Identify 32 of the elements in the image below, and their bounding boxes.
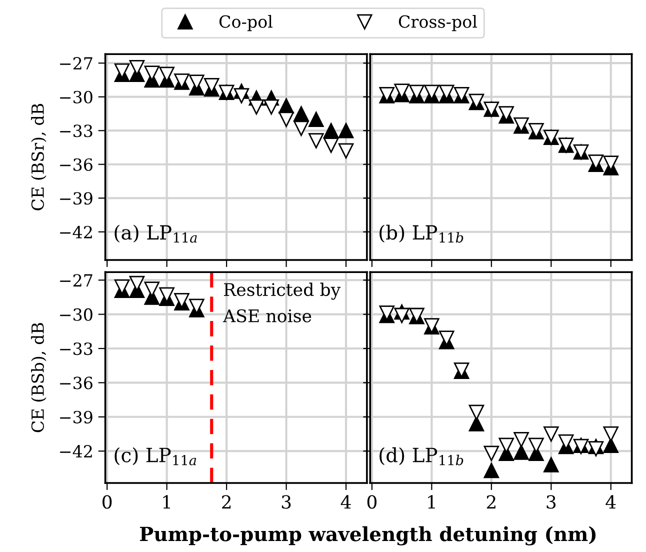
annotation: (c) LP$_{11a}$ xyxy=(114,447,196,466)
y-tick-label: −42 xyxy=(60,445,92,458)
x-tick-label: 1 xyxy=(428,495,435,509)
y-tick-label: −30 xyxy=(60,308,92,321)
x-axis-title: Pump-to-pump wavelength detuning (nm) xyxy=(140,526,596,546)
y-tick-label: −27 xyxy=(60,57,92,70)
y-tick-label: −27 xyxy=(60,274,92,286)
x-tick-label: 3 xyxy=(282,495,291,509)
y-tick-label: −33 xyxy=(60,342,92,356)
y-tick-label: −39 xyxy=(60,410,92,424)
x-tick-label: 1 xyxy=(163,495,170,509)
y-tick-label: −42 xyxy=(60,226,92,238)
legend-label: Cross-pol xyxy=(398,15,477,32)
x-tick-label: 2 xyxy=(222,495,231,509)
y-tick-label: −39 xyxy=(60,192,92,205)
y-tick-label: −36 xyxy=(60,158,92,171)
y-tick-label: −30 xyxy=(60,90,92,104)
y-tick-label: −33 xyxy=(60,124,92,138)
annotation: Restricted by ASE noise xyxy=(222,282,341,322)
annotation: (a) LP$_{11a}$ xyxy=(114,224,197,243)
x-tick-label: 4 xyxy=(340,495,351,509)
y-tick-label: −36 xyxy=(60,376,92,390)
x-tick-label: 3 xyxy=(546,495,556,509)
y-axis-title: CE (BSb), dB xyxy=(31,323,46,432)
x-tick-label: 4 xyxy=(606,495,616,509)
y-axis-title: CE (BSr), dB xyxy=(31,104,46,210)
annotation: (d) LP$_{11b}$ xyxy=(380,447,464,466)
legend-label: Co-pol xyxy=(219,15,272,32)
x-tick-label: 2 xyxy=(486,495,496,509)
x-tick-label: 0 xyxy=(367,495,376,509)
x-tick-label: 0 xyxy=(102,495,112,509)
annotation: (b) LP$_{11b}$ xyxy=(380,224,464,243)
